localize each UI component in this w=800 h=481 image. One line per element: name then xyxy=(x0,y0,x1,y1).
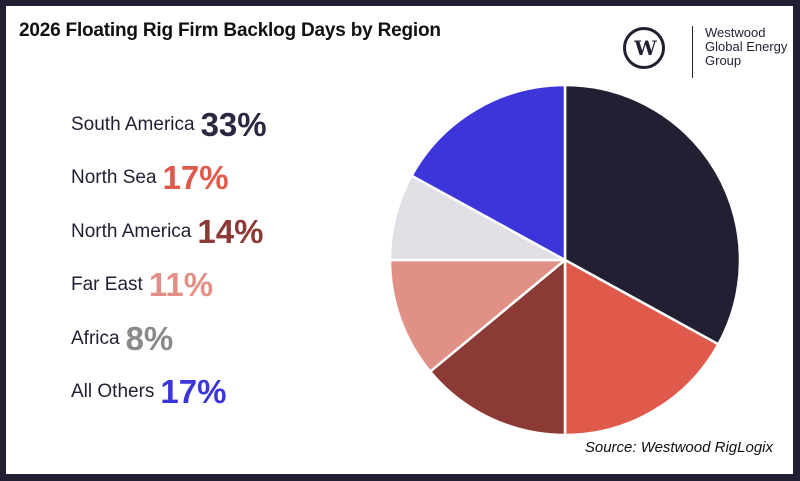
chart-card: 2026 Floating Rig Firm Backlog Days by R… xyxy=(6,6,793,474)
pie-slice-south-america xyxy=(563,83,742,346)
legend-item-africa: Africa 8% xyxy=(71,319,174,357)
pie-slice-all-others xyxy=(410,83,567,262)
pie-slice-north-america xyxy=(428,258,567,437)
chart-title: 2026 Floating Rig Firm Backlog Days by R… xyxy=(19,20,441,41)
westwood-logo: W Westwood Global Energy Group xyxy=(616,20,796,78)
pie-chart xyxy=(389,83,742,437)
legend: South America 33% North Sea 17% North Am… xyxy=(71,98,267,419)
legend-item-all-others: All Others 17% xyxy=(71,373,227,411)
logo-w-icon: W xyxy=(623,27,665,69)
pie-slice-north-sea xyxy=(563,258,720,437)
logo-divider xyxy=(692,26,693,78)
logo-text: Westwood Global Energy Group xyxy=(705,25,788,68)
source-note: Source: Westwood RigLogix xyxy=(584,439,773,456)
legend-item-south-america: South America 33% xyxy=(71,105,267,143)
pie-slice-far-east xyxy=(389,258,567,373)
legend-item-north-america: North America 14% xyxy=(71,212,264,250)
legend-item-north-sea: North Sea 17% xyxy=(71,159,229,197)
legend-item-far-east: Far East 11% xyxy=(71,266,214,304)
